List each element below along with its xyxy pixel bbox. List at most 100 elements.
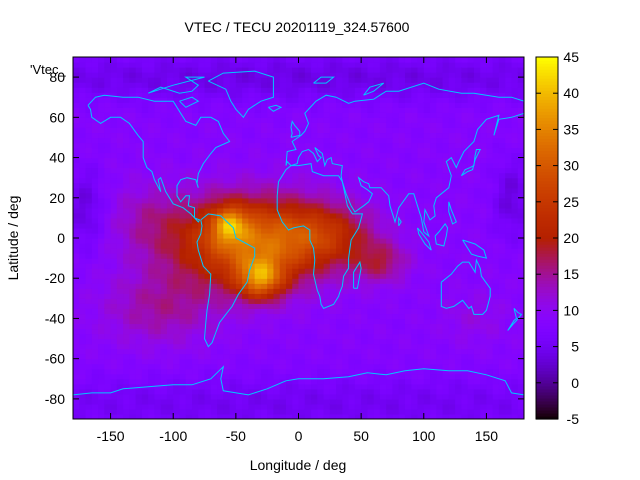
heatmap-cell — [342, 122, 350, 128]
heatmap-cell — [298, 232, 306, 239]
heatmap-cell — [116, 328, 124, 335]
heatmap-cell — [73, 363, 80, 370]
heatmap-cell — [223, 77, 231, 83]
heatmap-cell — [129, 87, 137, 93]
heatmap-cell — [348, 97, 356, 103]
heatmap-cell — [229, 293, 237, 299]
heatmap-cell — [192, 157, 199, 164]
heatmap-cell — [185, 393, 193, 400]
heatmap-cell — [505, 338, 513, 345]
heatmap-cell — [267, 127, 275, 134]
heatmap-cell — [392, 243, 400, 249]
heatmap-cell — [348, 243, 356, 249]
heatmap-cell — [279, 373, 287, 380]
heatmap-cell — [273, 268, 281, 274]
heatmap-cell — [304, 147, 312, 154]
heatmap-cell — [373, 57, 381, 63]
heatmap-cell — [442, 338, 450, 345]
heatmap-cell — [110, 92, 118, 98]
heatmap-cell — [486, 243, 494, 249]
heatmap-cell — [279, 293, 287, 299]
heatmap-cell — [135, 222, 143, 229]
heatmap-cell — [404, 323, 412, 330]
heatmap-cell — [373, 157, 381, 164]
heatmap-cell — [73, 273, 80, 279]
heatmap-cell — [135, 177, 143, 184]
heatmap-cell — [342, 147, 350, 154]
heatmap-cell — [204, 368, 212, 375]
heatmap-cell — [498, 122, 506, 128]
heatmap-cell — [148, 278, 156, 284]
heatmap-cell — [104, 333, 112, 340]
heatmap-cell — [285, 172, 293, 179]
heatmap-cell — [379, 147, 387, 154]
heatmap-cell — [148, 117, 156, 123]
heatmap-cell — [173, 358, 181, 365]
heatmap-cell — [348, 348, 356, 355]
heatmap-cell — [311, 348, 318, 355]
heatmap-cell — [398, 303, 406, 309]
heatmap-cell — [442, 383, 450, 390]
heatmap-cell — [135, 338, 143, 345]
heatmap-cell — [135, 92, 143, 98]
heatmap-cell — [217, 167, 224, 174]
heatmap-cell — [448, 248, 456, 254]
heatmap-cell — [505, 368, 513, 375]
heatmap-cell — [436, 408, 444, 415]
heatmap-cell — [436, 278, 444, 284]
heatmap-cell — [292, 127, 300, 134]
heatmap-cell — [85, 258, 93, 264]
heatmap-cell — [229, 212, 237, 219]
heatmap-cell — [492, 82, 500, 88]
heatmap-cell — [367, 177, 375, 184]
heatmap-cell — [404, 222, 412, 229]
heatmap-cell — [411, 217, 419, 224]
heatmap-cell — [179, 313, 187, 320]
heatmap-cell — [361, 363, 368, 370]
heatmap-cell — [135, 62, 143, 68]
heatmap-cell — [386, 253, 394, 259]
heatmap-cell — [392, 303, 400, 309]
heatmap-cell — [473, 413, 481, 419]
heatmap-cell — [442, 388, 450, 395]
heatmap-cell — [248, 107, 256, 113]
heatmap-cell — [273, 217, 281, 224]
heatmap-cell — [148, 358, 156, 365]
heatmap-cell — [285, 197, 293, 204]
heatmap-cell — [292, 67, 300, 73]
heatmap-cell — [110, 72, 118, 78]
heatmap-cell — [442, 333, 450, 340]
heatmap-cell — [104, 222, 112, 229]
heatmap-cell — [486, 147, 494, 154]
heatmap-cell — [480, 288, 488, 294]
heatmap-cell — [260, 132, 268, 139]
heatmap-cell — [486, 102, 494, 108]
heatmap-cell — [323, 313, 331, 320]
heatmap-cell — [85, 197, 93, 204]
heatmap-cell — [91, 408, 99, 415]
heatmap-cell — [116, 187, 124, 194]
heatmap-cell — [311, 72, 318, 78]
heatmap-cell — [104, 117, 112, 123]
heatmap-cell — [79, 303, 87, 309]
heatmap-cell — [467, 162, 475, 169]
heatmap-cell — [260, 348, 268, 355]
heatmap-cell — [98, 343, 105, 350]
heatmap-cell — [110, 217, 118, 224]
heatmap-cell — [354, 328, 362, 335]
heatmap-cell — [336, 62, 343, 68]
heatmap-cell — [304, 238, 312, 244]
heatmap-cell — [354, 268, 362, 274]
heatmap-cell — [248, 207, 256, 214]
heatmap-cell — [273, 338, 281, 345]
heatmap-cell — [116, 338, 124, 345]
heatmap-cell — [192, 57, 199, 63]
heatmap-cell — [79, 288, 87, 294]
heatmap-cell — [404, 142, 412, 149]
heatmap-cell — [79, 278, 87, 284]
heatmap-cell — [392, 413, 400, 419]
heatmap-cell — [279, 328, 287, 335]
heatmap-cell — [160, 97, 168, 103]
heatmap-cell — [173, 87, 181, 93]
heatmap-cell — [285, 318, 293, 325]
